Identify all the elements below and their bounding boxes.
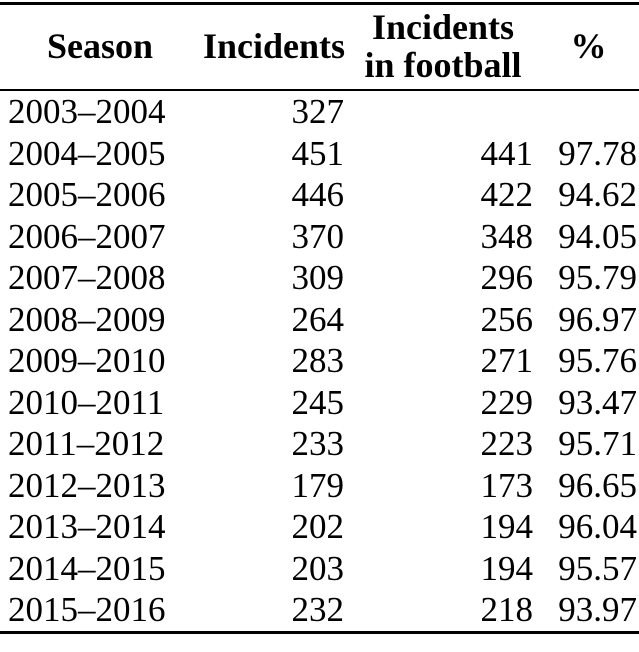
- incidents-in-football-cell: 441: [480, 133, 534, 173]
- incidents-cell: 451: [291, 133, 345, 173]
- percent-cell: 95.76: [558, 341, 637, 380]
- header-incidents-in-football: Incidents in football: [364, 7, 522, 85]
- table-row: 2003–2004 327: [0, 90, 639, 133]
- incidents-cell: 233: [291, 424, 345, 463]
- incidents-cell: 245: [291, 382, 345, 422]
- incidents-by-season-table: Season Incidents Incidents in football %…: [0, 2, 639, 634]
- incidents-cell: 179: [291, 465, 345, 505]
- season-cell: 2009–2010: [8, 341, 166, 380]
- table-header: Season Incidents Incidents in football %: [0, 3, 639, 90]
- percent-cell: 97.78: [558, 133, 637, 173]
- incidents-in-football-cell: 223: [480, 424, 534, 463]
- incidents-in-football-cell: 194: [480, 548, 534, 588]
- percent-cell: 94.05: [558, 216, 637, 256]
- incidents-in-football-cell: 422: [480, 175, 534, 214]
- incidents-cell: 327: [291, 92, 345, 131]
- incidents-in-football-cell: 173: [480, 465, 534, 505]
- percent-cell: 95.57: [558, 548, 637, 588]
- season-cell: 2007–2008: [8, 258, 166, 297]
- percent-cell: 95.79: [558, 258, 637, 297]
- incidents-in-football-cell: [348, 90, 538, 133]
- header-season: Season: [46, 26, 154, 66]
- incidents-cell: 232: [291, 590, 345, 629]
- season-cell: 2011–2012: [8, 424, 165, 463]
- season-cell: 2006–2007: [8, 216, 166, 256]
- incidents-in-football-cell: 296: [480, 258, 534, 297]
- table-row: 2012–2013 179 173 96.65: [0, 465, 639, 507]
- table-row: 2015–2016 232 218 93.97: [0, 589, 639, 632]
- table-row: 2013–2014 202 194 96.04: [0, 506, 639, 548]
- table-row: 2014–2015 203 194 95.57: [0, 548, 639, 590]
- table-row: 2004–2005 451 441 97.78: [0, 133, 639, 175]
- season-cell: 2013–2014: [8, 507, 166, 546]
- header-percent: %: [570, 26, 607, 66]
- table-row: 2010–2011 245 229 93.47: [0, 382, 639, 424]
- incidents-in-football-cell: 218: [480, 590, 534, 629]
- season-cell: 2010–2011: [8, 382, 165, 422]
- header-row: Season Incidents Incidents in football %: [0, 3, 639, 90]
- season-cell: 2014–2015: [8, 548, 166, 588]
- incidents-cell: 283: [291, 341, 345, 380]
- table-row: 2011–2012 233 223 95.71: [0, 423, 639, 465]
- table-row: 2007–2008 309 296 95.79: [0, 257, 639, 299]
- season-cell: 2005–2006: [8, 175, 166, 214]
- table-row: 2006–2007 370 348 94.05: [0, 216, 639, 258]
- incidents-in-football-cell: 194: [480, 507, 534, 546]
- percent-cell: 96.97: [558, 299, 637, 339]
- percent-cell: 96.04: [558, 507, 637, 546]
- incidents-cell: 264: [291, 299, 345, 339]
- incidents-cell: 370: [291, 216, 345, 256]
- season-cell: 2012–2013: [8, 465, 166, 505]
- header-incidents: Incidents: [202, 26, 346, 66]
- percent-cell: 96.65: [558, 465, 637, 505]
- percent-cell: 95.71: [558, 424, 637, 463]
- percent-cell: [538, 90, 639, 133]
- incidents-cell: 446: [291, 175, 345, 214]
- percent-cell: 93.97: [558, 590, 637, 629]
- table-row: 2009–2010 283 271 95.76: [0, 340, 639, 382]
- table-row: 2008–2009 264 256 96.97: [0, 299, 639, 341]
- incidents-in-football-cell: 229: [480, 382, 534, 422]
- incidents-in-football-cell: 348: [480, 216, 534, 256]
- season-cell: 2008–2009: [8, 299, 166, 339]
- incidents-cell: 203: [291, 548, 345, 588]
- season-cell: 2004–2005: [8, 133, 166, 173]
- incidents-cell: 202: [291, 507, 345, 546]
- percent-cell: 93.47: [558, 382, 637, 422]
- table-row: 2005–2006 446 422 94.62: [0, 174, 639, 216]
- percent-cell: 94.62: [558, 175, 637, 214]
- incidents-in-football-cell: 256: [480, 299, 534, 339]
- season-cell: 2015–2016: [8, 590, 166, 629]
- table-body: 2003–2004 327 2004–2005 451 441 97.78 20…: [0, 90, 639, 632]
- incidents-in-football-cell: 271: [480, 341, 534, 380]
- incidents-cell: 309: [291, 258, 345, 297]
- season-cell: 2003–2004: [8, 92, 166, 131]
